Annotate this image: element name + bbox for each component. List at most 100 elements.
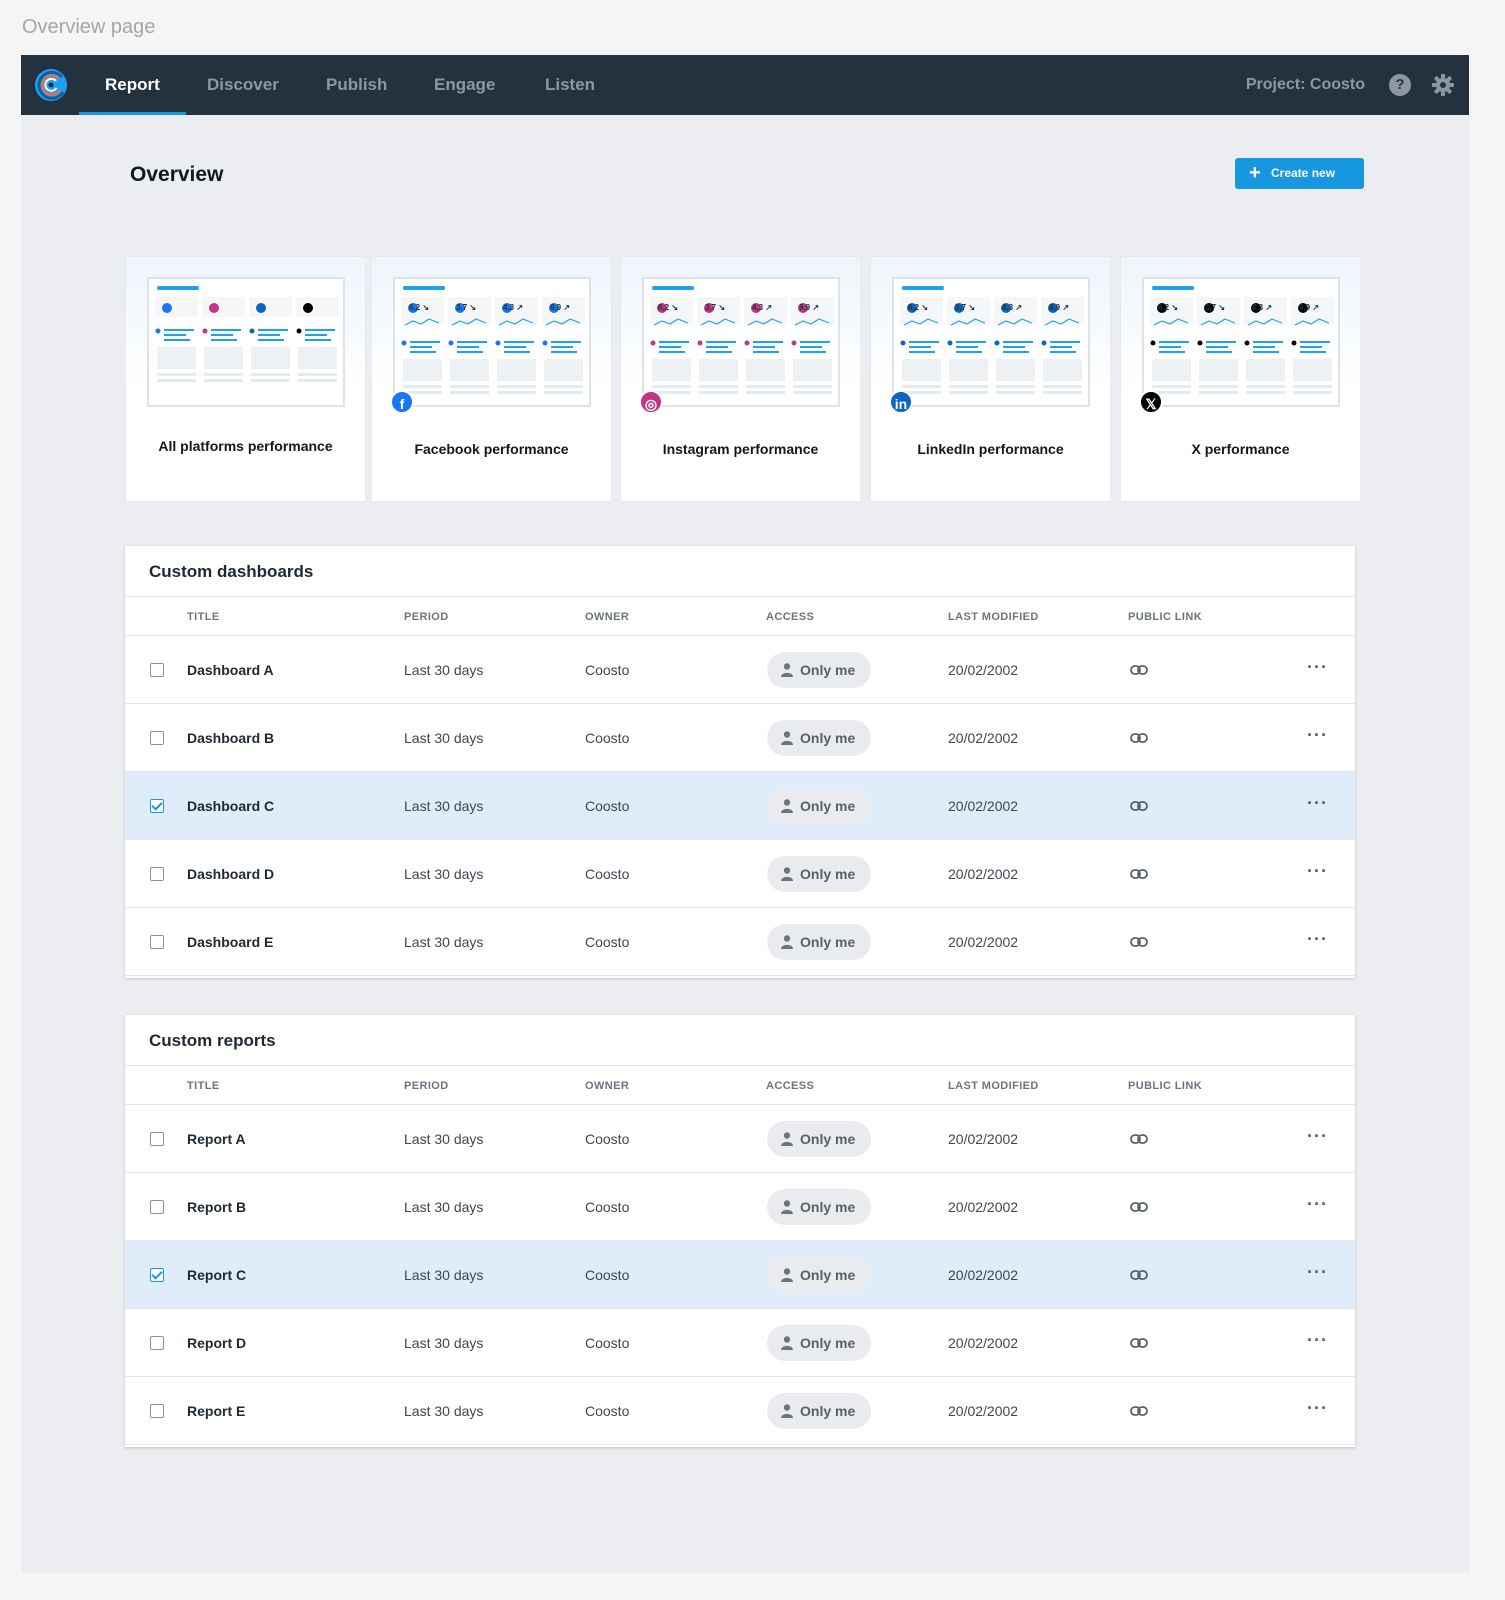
more-options-icon[interactable]: ··· xyxy=(1307,1126,1328,1146)
row-title[interactable]: Report C xyxy=(187,1267,247,1283)
template-card-facebook[interactable]: 6,2 ↘ 3,7 ↘ 4,3 ↗ 9,9 ↗ f Facebook performanc… xyxy=(371,256,612,502)
access-badge[interactable]: Only me xyxy=(767,856,871,892)
table-row[interactable]: Dashboard C Last 30 days Coosto Only me 20/0… xyxy=(125,772,1355,840)
create-new-button[interactable]: + Create new xyxy=(1235,158,1364,189)
more-options-icon[interactable]: ··· xyxy=(1307,657,1328,677)
access-badge[interactable]: Only me xyxy=(767,788,871,824)
row-checkbox[interactable] xyxy=(150,663,164,677)
row-period: Last 30 days xyxy=(404,1131,484,1147)
more-options-icon[interactable]: ··· xyxy=(1307,1262,1328,1282)
column-access[interactable]: ACCESS xyxy=(766,1080,815,1092)
row-title[interactable]: Dashboard C xyxy=(187,798,275,814)
row-checkbox[interactable] xyxy=(150,935,164,949)
user-icon xyxy=(781,1404,793,1418)
project-selector[interactable]: Project: Coosto xyxy=(1245,76,1365,93)
more-options-icon[interactable]: ··· xyxy=(1307,929,1328,949)
table-row[interactable]: Report A Last 30 days Coosto Only me 20/02/2… xyxy=(125,1105,1355,1173)
template-card-instagram[interactable]: 6,2 ↘ 3,7 ↘ 4,3 ↗ 9,9 ↗ ◎ Instagram performan… xyxy=(620,256,861,502)
link-icon[interactable] xyxy=(1130,664,1148,676)
row-checkbox[interactable] xyxy=(150,867,164,881)
access-badge[interactable]: Only me xyxy=(767,652,871,688)
coosto-logo-icon[interactable] xyxy=(34,68,68,102)
more-options-icon[interactable]: ··· xyxy=(1307,1194,1328,1214)
column-period[interactable]: PERIOD xyxy=(404,1080,449,1092)
row-checkbox[interactable] xyxy=(150,1268,164,1282)
table-row[interactable]: Report B Last 30 days Coosto Only me 20/02/2… xyxy=(125,1173,1355,1241)
row-checkbox[interactable] xyxy=(150,1336,164,1350)
row-title[interactable]: Dashboard B xyxy=(187,730,275,746)
row-owner: Coosto xyxy=(585,730,630,746)
row-checkbox[interactable] xyxy=(150,1200,164,1214)
more-options-icon[interactable]: ··· xyxy=(1307,861,1328,881)
column-access[interactable]: ACCESS xyxy=(766,611,815,623)
more-options-icon[interactable]: ··· xyxy=(1307,1330,1328,1350)
table-row[interactable]: Dashboard B Last 30 days Coosto Only me 20/0… xyxy=(125,704,1355,772)
link-icon[interactable] xyxy=(1130,1201,1148,1213)
row-checkbox[interactable] xyxy=(150,731,164,745)
link-icon[interactable] xyxy=(1130,1269,1148,1281)
nav-tab-listen[interactable]: Listen xyxy=(545,75,596,94)
user-icon xyxy=(781,1132,793,1146)
gear-icon[interactable] xyxy=(1431,73,1455,97)
table-row[interactable]: Report C Last 30 days Coosto Only me 20/02/2… xyxy=(125,1241,1355,1309)
table-row[interactable]: Dashboard D Last 30 days Coosto Only me 20/0… xyxy=(125,840,1355,908)
row-checkbox[interactable] xyxy=(150,1132,164,1146)
row-title[interactable]: Report A xyxy=(187,1131,246,1147)
template-card-linkedin[interactable]: 6,2 ↘ 3,7 ↘ 4,3 ↗ 9,9 ↗ in LinkedIn performan… xyxy=(870,256,1111,502)
link-icon[interactable] xyxy=(1130,868,1148,880)
table-row[interactable]: Dashboard A Last 30 days Coosto Only me 20/0… xyxy=(125,636,1355,704)
row-title[interactable]: Dashboard D xyxy=(187,866,275,882)
row-checkbox[interactable] xyxy=(150,1404,164,1418)
row-title[interactable]: Dashboard A xyxy=(187,662,274,678)
access-badge[interactable]: Only me xyxy=(767,924,871,960)
link-icon[interactable] xyxy=(1130,1133,1148,1145)
template-card-label: Instagram performance xyxy=(662,441,819,457)
more-options-icon[interactable]: ··· xyxy=(1307,1398,1328,1418)
access-label: Only me xyxy=(800,730,856,746)
link-icon[interactable] xyxy=(1130,1405,1148,1417)
column-period[interactable]: PERIOD xyxy=(404,611,449,623)
access-badge[interactable]: Only me xyxy=(767,1257,871,1293)
table-row[interactable]: Report D Last 30 days Coosto Only me 20/02/2… xyxy=(125,1309,1355,1377)
row-checkbox[interactable] xyxy=(150,799,164,813)
row-title[interactable]: Dashboard E xyxy=(187,934,274,950)
table-header: TITLE PERIOD OWNER ACCESS LAST MODIFIED … xyxy=(125,1065,1355,1105)
help-icon[interactable]: ? xyxy=(1389,74,1411,96)
nav-tab-report[interactable]: Report xyxy=(79,55,186,115)
link-icon[interactable] xyxy=(1130,800,1148,812)
access-badge[interactable]: Only me xyxy=(767,1325,871,1361)
template-preview-thumbnail xyxy=(393,277,591,407)
access-label: Only me xyxy=(800,1335,856,1351)
template-card-x[interactable]: 6,2 ↘ 3,7 ↘ 4,3 ↗ 9,9 ↗ 𝕏 X performance xyxy=(1120,256,1361,502)
link-icon[interactable] xyxy=(1130,936,1148,948)
link-icon[interactable] xyxy=(1130,732,1148,744)
access-badge[interactable]: Only me xyxy=(767,1189,871,1225)
table-row[interactable]: Report E Last 30 days Coosto Only me 20/02/2… xyxy=(125,1377,1355,1445)
access-badge[interactable]: Only me xyxy=(767,1393,871,1429)
link-icon[interactable] xyxy=(1130,1337,1148,1349)
column-title[interactable]: TITLE xyxy=(187,1080,220,1092)
row-title[interactable]: Report B xyxy=(187,1199,247,1215)
access-badge[interactable]: Only me xyxy=(767,720,871,756)
column-public-link[interactable]: PUBLIC LINK xyxy=(1128,611,1203,623)
row-title[interactable]: Report E xyxy=(187,1403,246,1419)
column-owner[interactable]: OWNER xyxy=(585,611,630,623)
nav-tab-engage[interactable]: Engage xyxy=(434,75,496,94)
access-badge[interactable]: Only me xyxy=(767,1121,871,1157)
row-owner: Coosto xyxy=(585,1403,630,1419)
more-options-icon[interactable]: ··· xyxy=(1307,725,1328,745)
row-last-modified: 20/02/2002 xyxy=(948,730,1019,746)
nav-tab-discover[interactable]: Discover xyxy=(207,75,279,94)
column-title[interactable]: TITLE xyxy=(187,611,220,623)
template-card-all[interactable]: All platforms performance xyxy=(125,256,366,502)
template-preview-thumbnail xyxy=(892,277,1090,407)
column-owner[interactable]: OWNER xyxy=(585,1080,630,1092)
row-title[interactable]: Report D xyxy=(187,1335,247,1351)
nav-tab-publish[interactable]: Publish xyxy=(326,75,388,94)
column-last-modified[interactable]: LAST MODIFIED xyxy=(948,1080,1039,1092)
column-last-modified[interactable]: LAST MODIFIED xyxy=(948,611,1039,623)
column-public-link[interactable]: PUBLIC LINK xyxy=(1128,1080,1203,1092)
more-options-icon[interactable]: ··· xyxy=(1307,793,1328,813)
table-row[interactable]: Dashboard E Last 30 days Coosto Only me 20/0… xyxy=(125,908,1355,976)
user-icon xyxy=(781,799,793,813)
